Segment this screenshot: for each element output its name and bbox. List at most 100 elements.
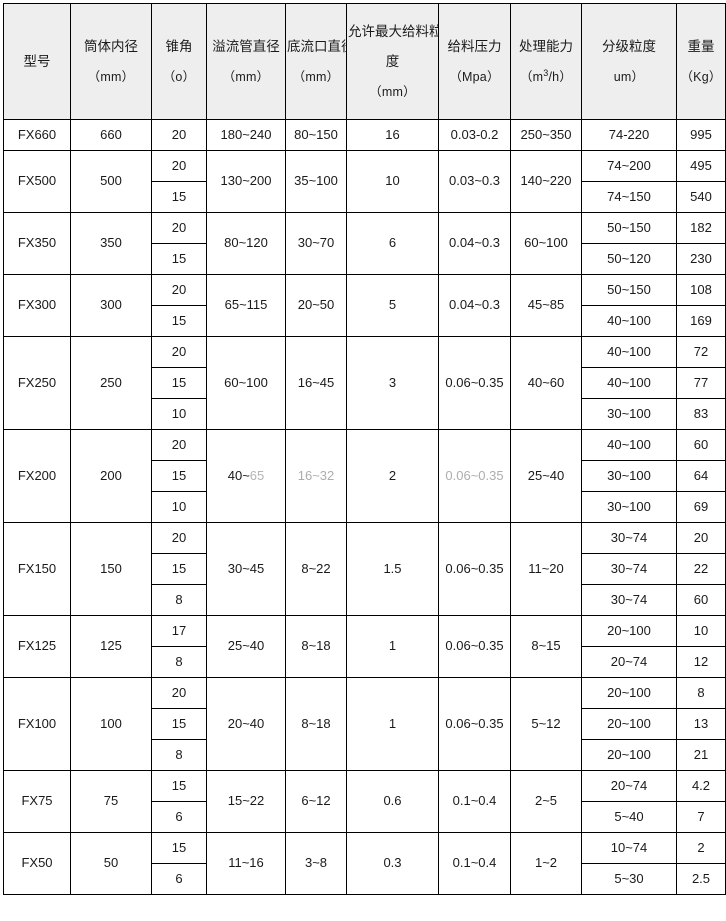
- cell-classification-size: 20~100: [581, 615, 677, 647]
- cell-cone-angle: 15: [151, 770, 207, 802]
- cell-underflow-diameter: 8~22: [285, 522, 347, 616]
- cell-feed-pressure: 0.1~0.4: [438, 832, 511, 895]
- column-header-max-feed-particle-size: 允许最大给料粒 度 （mm）: [346, 3, 439, 120]
- header-unit-pre: （m: [519, 69, 544, 84]
- header-row: 型号 筒体内径 （mm） 锥角 （о） 溢流管直径 （mm） 底流口直径 （mm…: [3, 3, 726, 120]
- cell-model: FX100: [3, 677, 71, 771]
- table-row: FX250 250 20 60~100 16~45 3 0.06~0.35 40~60 40~1…: [3, 336, 726, 430]
- value-dark: 40~: [227, 467, 250, 483]
- table-row: FX50 50 15 11~16 3~8 0.3 0.1~0.4 1~2 10~74 2: [3, 832, 726, 895]
- cell-weight: 108: [676, 274, 726, 306]
- cell-feed-pressure: 0.06~0.35: [438, 336, 511, 430]
- cell-model: FX75: [3, 770, 71, 833]
- table-row: FX350 350 20 80~120 30~70 6 0.04~0.3 60~100 50~1…: [3, 212, 726, 275]
- cell-cone-angle: 15: [151, 553, 207, 585]
- cell-cone-angle: 15: [151, 708, 207, 740]
- cell-weight: 77: [676, 367, 726, 399]
- cell-cone-angle: 20: [151, 522, 207, 554]
- table-row: 15 40~100 169: [4, 305, 726, 337]
- table-row: FX125 125 17 25~40 8~18 1 0.06~0.35 8~15 20~100 1…: [3, 615, 726, 678]
- header-title: 底流口直径: [287, 39, 346, 55]
- table-row: 6 5~30 2.5: [4, 863, 726, 895]
- cell-body-diameter: 200: [70, 429, 152, 523]
- header-unit: （mm）: [87, 69, 135, 84]
- cell-weight: 64: [676, 460, 726, 492]
- cell-overflow-diameter: 40~65: [206, 429, 286, 523]
- cell-overflow-diameter: 60~100: [206, 336, 286, 430]
- cell-underflow-diameter: 20~50: [285, 274, 347, 337]
- cell-capacity: 45~85: [510, 274, 582, 337]
- cell-model: FX300: [3, 274, 71, 337]
- cell-weight: 169: [676, 305, 726, 337]
- cell-body-diameter: 660: [70, 119, 152, 151]
- table-row: 15 50~120 230: [4, 243, 726, 275]
- table-body: FX660 660 20 180~240 80~150 16 0.03-0.2 250~350…: [3, 119, 726, 895]
- cell-weight: 13: [676, 708, 726, 740]
- cell-max-feed-size: 3: [346, 336, 439, 430]
- cell-weight: 83: [676, 398, 726, 430]
- table-row: 15 74~150 540: [4, 181, 726, 213]
- cell-underflow-diameter: 35~100: [285, 150, 347, 213]
- header-unit: （m3/h）: [512, 68, 580, 86]
- cell-classification-size: 10~74: [581, 832, 677, 864]
- cell-capacity: 140~220: [510, 150, 582, 213]
- cell-max-feed-size: 5: [346, 274, 439, 337]
- cell-feed-pressure: 0.06~0.35: [438, 677, 511, 771]
- column-header-body-diameter: 筒体内径 （mm）: [70, 3, 152, 120]
- header-unit: （Kg）: [680, 69, 722, 84]
- cell-capacity: 40~60: [510, 336, 582, 430]
- cell-cone-angle: 15: [151, 305, 207, 337]
- table-row: FX100 100 20 20~40 8~18 1 0.06~0.35 5~12 20~100 8: [3, 677, 726, 771]
- header-title: 重量: [687, 39, 715, 55]
- cell-model: FX350: [3, 212, 71, 275]
- cell-weight: 995: [676, 119, 726, 151]
- cell-weight: 182: [676, 212, 726, 244]
- cell-weight: 495: [676, 150, 726, 182]
- cell-cone-angle: 6: [151, 863, 207, 895]
- cell-capacity: 11~20: [510, 522, 582, 616]
- column-header-capacity: 处理能力 （m3/h）: [510, 3, 582, 120]
- cell-cone-angle: 20: [151, 429, 207, 461]
- cell-classification-size: 30~74: [581, 584, 677, 616]
- cell-weight: 72: [676, 336, 726, 368]
- cell-capacity: 1~2: [510, 832, 582, 895]
- cell-classification-size: 74~150: [581, 181, 677, 213]
- table-row: 10 30~100 83: [4, 398, 726, 430]
- cell-max-feed-size: 1.5: [346, 522, 439, 616]
- cell-classification-size: 40~100: [581, 429, 677, 461]
- cell-body-diameter: 500: [70, 150, 152, 213]
- cell-weight: 230: [676, 243, 726, 275]
- cell-cone-angle: 15: [151, 832, 207, 864]
- cell-weight: 22: [676, 553, 726, 585]
- cell-model: FX660: [3, 119, 71, 151]
- cell-overflow-diameter: 25~40: [206, 615, 286, 678]
- header-unit: （о）: [162, 69, 196, 84]
- cell-classification-size: 40~100: [581, 305, 677, 337]
- cell-max-feed-size: 0.3: [346, 832, 439, 895]
- cell-max-feed-size: 2: [346, 429, 439, 523]
- table-row: FX200 200 20 40~65 16~32 2 0.06~0.35 25~40 40~10…: [3, 429, 726, 523]
- cell-classification-size: 20~74: [581, 646, 677, 678]
- cell-feed-pressure: 0.04~0.3: [438, 212, 511, 275]
- cell-cone-angle: 10: [151, 398, 207, 430]
- cell-classification-size: 74-220: [581, 119, 677, 151]
- cell-feed-pressure: 0.1~0.4: [438, 770, 511, 833]
- cell-cone-angle: 8: [151, 646, 207, 678]
- column-header-model: 型号: [3, 3, 71, 120]
- table-row: FX75 75 15 15~22 6~12 0.6 0.1~0.4 2~5 20~74 4.2: [3, 770, 726, 833]
- cell-cone-angle: 20: [151, 212, 207, 244]
- table-row: FX660 660 20 180~240 80~150 16 0.03-0.2 250~350…: [3, 119, 726, 151]
- cell-feed-pressure: 0.06~0.35: [438, 429, 511, 523]
- cell-cone-angle: 20: [151, 677, 207, 709]
- header-title: 锥角: [165, 39, 193, 55]
- cell-cone-angle: 15: [151, 367, 207, 399]
- cell-model: FX250: [3, 336, 71, 430]
- cell-body-diameter: 100: [70, 677, 152, 771]
- table-row: 15 30~74 22: [4, 553, 726, 585]
- header-title: 溢流管直径: [212, 39, 280, 55]
- cell-weight: 60: [676, 429, 726, 461]
- column-header-feed-pressure: 给料压力 （Mpa）: [438, 3, 511, 120]
- cell-capacity: 5~12: [510, 677, 582, 771]
- column-header-cone-angle: 锥角 （о）: [151, 3, 207, 120]
- cell-classification-size: 20~74: [581, 770, 677, 802]
